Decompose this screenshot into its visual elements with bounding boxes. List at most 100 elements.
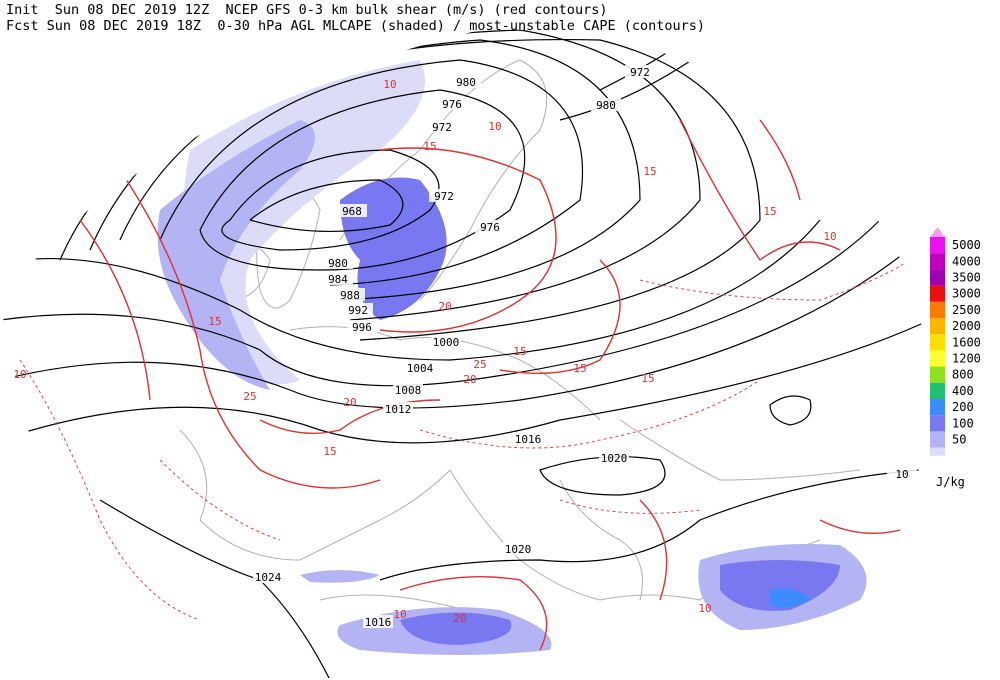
shear-label: 20 [438, 300, 451, 313]
label-background [475, 220, 505, 233]
legend-swatch [930, 415, 945, 432]
legend-label: 3500 [952, 271, 981, 285]
label-background [431, 335, 461, 348]
legend-label: 2500 [952, 303, 981, 317]
legend-label: 5000 [952, 238, 981, 252]
isobar-label: 976 [442, 98, 462, 111]
shear-label: 15 [643, 165, 656, 178]
isobar-label: 972 [630, 66, 650, 79]
shear-contours-dashed [19, 259, 911, 621]
shear-label: 10 [383, 78, 396, 91]
isobar-label: 996 [352, 321, 372, 334]
label-background [437, 97, 467, 110]
isobar-label: 1008 [395, 384, 422, 397]
isobars [0, 29, 923, 679]
isobar-label: 1000 [433, 336, 460, 349]
legend-label: 400 [952, 384, 974, 398]
legend-swatch [930, 269, 945, 286]
isobar-label: 972 [432, 121, 452, 134]
label-background [625, 65, 655, 78]
label-background [323, 256, 353, 269]
map-area [0, 29, 923, 679]
isobar-label: 10 [895, 468, 908, 481]
label-background [253, 570, 283, 583]
cape-shading [157, 60, 867, 655]
isobar-label: 976 [480, 221, 500, 234]
label-background [337, 204, 367, 217]
legend-unit: J/kg [936, 475, 965, 489]
shear-label: 10 [488, 120, 501, 133]
label-background [503, 542, 533, 555]
isobar-label: 1024 [255, 571, 282, 584]
label-background [335, 288, 365, 301]
shear-label: 15 [641, 372, 654, 385]
label-background [591, 98, 621, 111]
shear-label: 15 [513, 345, 526, 358]
header-line: Fcst Sun 08 DEC 2019 18Z 0-30 hPa AGL ML… [6, 18, 705, 34]
legend-label: 4000 [952, 254, 981, 268]
label-background [427, 120, 457, 133]
shear-label: 20 [453, 612, 466, 625]
legend-swatch [930, 382, 945, 399]
shear-label: 10 [698, 602, 711, 615]
isobar-label: 992 [348, 304, 368, 317]
label-background [363, 615, 393, 628]
legend-swatch [930, 318, 945, 335]
legend-label: 1600 [952, 335, 981, 349]
legend-label: 1200 [952, 352, 981, 366]
shear-label: 10 [13, 368, 26, 381]
isobar-label: 968 [342, 205, 362, 218]
legend-swatch [930, 334, 945, 351]
shear-label: 25 [473, 358, 486, 371]
shear-label: 15 [323, 445, 336, 458]
isobar-label: 980 [328, 257, 348, 270]
legend-swatch [930, 237, 945, 254]
legend-arrow [930, 227, 945, 237]
shear-label: 10 [393, 608, 406, 621]
isobar-label: 1004 [407, 362, 434, 375]
isobar-label: 984 [328, 273, 348, 286]
shear-label: 15 [423, 140, 436, 153]
shear-label: 15 [763, 205, 776, 218]
label-background [405, 361, 435, 374]
header-line: Init Sun 08 DEC 2019 12Z NCEP GFS 0-3 km… [6, 2, 607, 18]
legend-swatch [930, 447, 945, 456]
legend-label: 100 [952, 416, 974, 430]
legend-swatch [930, 253, 945, 270]
legend-swatch [930, 285, 945, 302]
legend-swatch [930, 399, 945, 416]
legend-label: 50 [952, 433, 966, 447]
label-background [343, 303, 373, 316]
label-background [599, 451, 629, 464]
label-background [513, 432, 543, 445]
isobar-label: 1020 [505, 543, 532, 556]
legend-swatch [930, 350, 945, 367]
isobar-label: 1020 [601, 452, 628, 465]
isobar-label: 980 [456, 76, 476, 89]
legend-swatch [930, 366, 945, 383]
legend-label: 2000 [952, 319, 981, 333]
shear-label: 20 [343, 396, 356, 409]
label-background [383, 402, 413, 415]
legend-label: 3000 [952, 287, 981, 301]
label-background [887, 467, 917, 480]
shear-label: 20 [463, 373, 476, 386]
legend-swatch [930, 301, 945, 318]
isobar-label: 972 [434, 190, 454, 203]
isobar-label: 988 [340, 289, 360, 302]
shear-labels: 10 15 20 25 15 10 15 20 15 10 15 25 20 10 15 10 15 20 10 15 [13, 78, 836, 625]
isobar-label: 1012 [385, 403, 412, 416]
label-background [429, 189, 459, 202]
label-background [347, 320, 377, 333]
label-background [323, 272, 353, 285]
shear-label: 15 [573, 362, 586, 375]
isobar-label: 980 [596, 99, 616, 112]
isobar-label: 1016 [515, 433, 542, 446]
shear-contours [79, 119, 901, 651]
isobar-labels: 980 976 972 968 972 976 980 984 988 992 996 1000 100… [253, 65, 917, 629]
legend-swatch [930, 431, 945, 448]
legend-label: 800 [952, 368, 974, 382]
shear-label: 25 [243, 390, 256, 403]
shear-label: 15 [208, 315, 221, 328]
